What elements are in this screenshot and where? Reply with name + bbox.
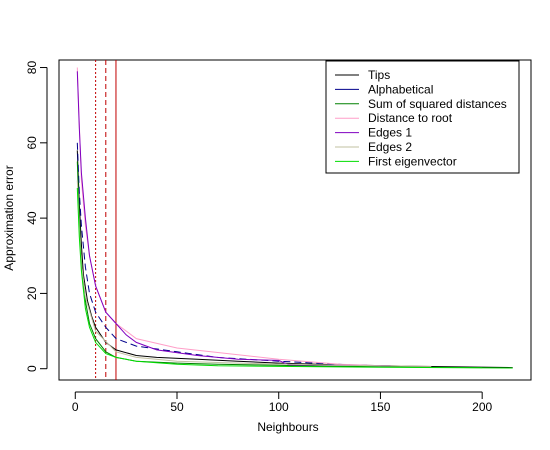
y-tick-label: 20 (25, 286, 39, 300)
series-line (76, 187, 513, 369)
legend-label: Sum of squared distances (368, 97, 507, 111)
series-line (76, 142, 381, 367)
plot-frame (58, 59, 532, 381)
series-line (76, 71, 391, 367)
y-axis-title: Approximation error (2, 165, 16, 270)
legend-box (325, 60, 520, 174)
series-line (76, 180, 432, 367)
series-line (76, 161, 483, 369)
y-tick-label: 0 (25, 365, 39, 372)
x-axis: 0 50 100 150 200 (72, 391, 493, 414)
x-axis-title: Neighbours (257, 420, 318, 434)
x-tick-label: 200 (472, 400, 492, 414)
legend-label: Alphabetical (368, 82, 433, 96)
series-layer (76, 67, 513, 369)
legend-label: Tips (368, 68, 390, 82)
y-tick-label: 40 (25, 211, 39, 225)
legend-label: Distance to root (368, 111, 453, 125)
legend-label: Edges 2 (368, 140, 412, 154)
y-axis: 0 20 40 60 80 (25, 61, 48, 372)
x-tick-label: 0 (72, 400, 79, 414)
x-tick-label: 50 (170, 400, 184, 414)
legend-label: First eigenvector (368, 154, 457, 168)
x-tick-label: 100 (269, 400, 289, 414)
y-tick-label: 80 (25, 61, 39, 75)
y-tick-label: 60 (25, 136, 39, 150)
x-tick-label: 150 (370, 400, 390, 414)
series-line (76, 150, 513, 369)
legend-label: Edges 1 (368, 126, 412, 140)
